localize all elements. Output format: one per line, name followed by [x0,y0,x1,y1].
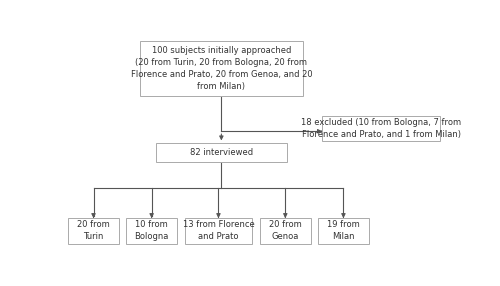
Text: 10 from
Bologna: 10 from Bologna [134,221,169,241]
Text: 19 from
Milan: 19 from Milan [327,221,360,241]
Text: 20 from
Genoa: 20 from Genoa [269,221,302,241]
FancyBboxPatch shape [126,218,177,244]
FancyBboxPatch shape [322,116,440,141]
Text: 100 subjects initially approached
(20 from Turin, 20 from Bologna, 20 from
Flore: 100 subjects initially approached (20 fr… [130,46,312,91]
FancyBboxPatch shape [140,41,303,96]
FancyBboxPatch shape [318,218,368,244]
Text: 18 excluded (10 from Bologna, 7 from
Florence and Prato, and 1 from Milan): 18 excluded (10 from Bologna, 7 from Flo… [301,118,462,139]
Text: 20 from
Turin: 20 from Turin [77,221,110,241]
FancyBboxPatch shape [184,218,252,244]
FancyBboxPatch shape [68,218,118,244]
Text: 82 interviewed: 82 interviewed [190,148,253,157]
FancyBboxPatch shape [260,218,310,244]
FancyBboxPatch shape [156,143,287,162]
Text: 13 from Florence
and Prato: 13 from Florence and Prato [182,221,254,241]
